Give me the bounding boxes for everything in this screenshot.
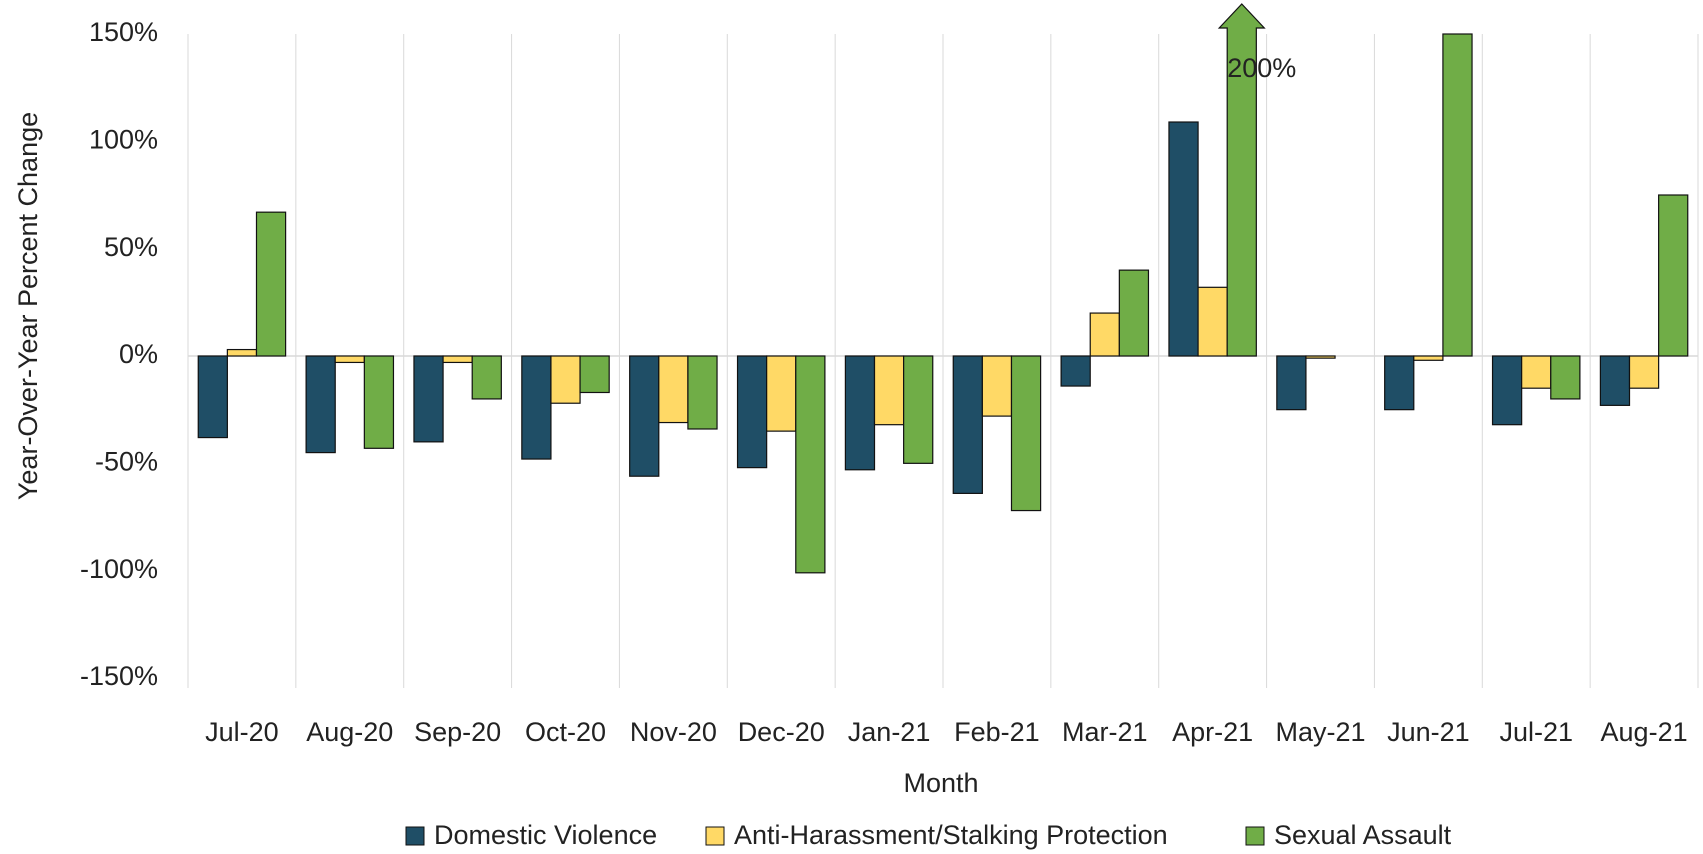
x-tick-label: Jun-21 [1387, 717, 1470, 747]
x-tick-label: Oct-20 [525, 717, 606, 747]
bar [197, 355, 228, 439]
bar [1658, 194, 1689, 357]
bar [1491, 355, 1523, 426]
bar [795, 355, 826, 574]
bar [687, 355, 718, 430]
x-tick-label: Feb-21 [954, 717, 1040, 747]
bar [1384, 355, 1415, 411]
bar [1217, 3, 1266, 357]
y-axis-label: Year-Over-Year Percent Change [13, 112, 43, 500]
bar [363, 355, 395, 449]
y-tick-label: 50% [104, 232, 158, 262]
legend-swatch [1245, 826, 1265, 846]
legend-swatch [405, 826, 425, 846]
bar [1413, 355, 1444, 361]
bar [1550, 355, 1581, 400]
x-tick-label: May-21 [1275, 717, 1365, 747]
bar [903, 355, 934, 464]
bar [873, 355, 905, 426]
bar [981, 355, 1013, 417]
bar [1442, 33, 1473, 357]
bar [334, 355, 365, 364]
y-tick-label: -100% [80, 554, 158, 584]
x-tick-label: Nov-20 [630, 717, 717, 747]
bar [1118, 269, 1150, 357]
bar [1305, 355, 1336, 359]
y-tick-label: 0% [119, 339, 158, 369]
y-tick-label: -150% [80, 661, 158, 691]
x-tick-label: Aug-20 [306, 717, 393, 747]
bar [1276, 355, 1307, 411]
data-label: 200% [1227, 53, 1296, 83]
x-tick-label: Jan-21 [848, 717, 931, 747]
bar [226, 348, 258, 357]
x-tick-label: Jul-20 [205, 717, 279, 747]
legend-label: Anti-Harassment/Stalking Protection [734, 820, 1168, 850]
bar [255, 211, 287, 357]
y-tick-label: 100% [89, 124, 158, 154]
bar [579, 355, 610, 394]
bar [442, 355, 473, 364]
bar [1628, 355, 1660, 389]
bar [952, 355, 983, 494]
y-tick-label: -50% [95, 446, 158, 476]
bar [521, 355, 552, 460]
bar [766, 355, 797, 432]
bar [1060, 355, 1091, 387]
bar [413, 355, 444, 443]
legend-label: Domestic Violence [434, 820, 657, 850]
x-tick-label: Dec-20 [738, 717, 825, 747]
bar [1010, 355, 1042, 512]
bar [550, 355, 581, 404]
legend-swatch [705, 826, 725, 846]
x-tick-label: Jul-21 [1499, 717, 1573, 747]
bar [1197, 286, 1228, 357]
bar [1521, 355, 1552, 389]
bar [629, 355, 660, 477]
bar [1168, 121, 1199, 357]
x-tick-label: Aug-21 [1601, 717, 1688, 747]
x-tick-label: Apr-21 [1172, 717, 1253, 747]
x-tick-label: Sep-20 [414, 717, 501, 747]
bar [844, 355, 876, 471]
bar [1599, 355, 1631, 406]
x-axis-label: Month [903, 768, 978, 798]
y-tick-label: 150% [89, 17, 158, 47]
x-tick-label: Mar-21 [1062, 717, 1148, 747]
bar [736, 355, 768, 469]
legend-label: Sexual Assault [1274, 820, 1452, 850]
bar [471, 355, 502, 400]
bar [658, 355, 689, 424]
bar [1089, 312, 1120, 357]
bar [305, 355, 336, 454]
